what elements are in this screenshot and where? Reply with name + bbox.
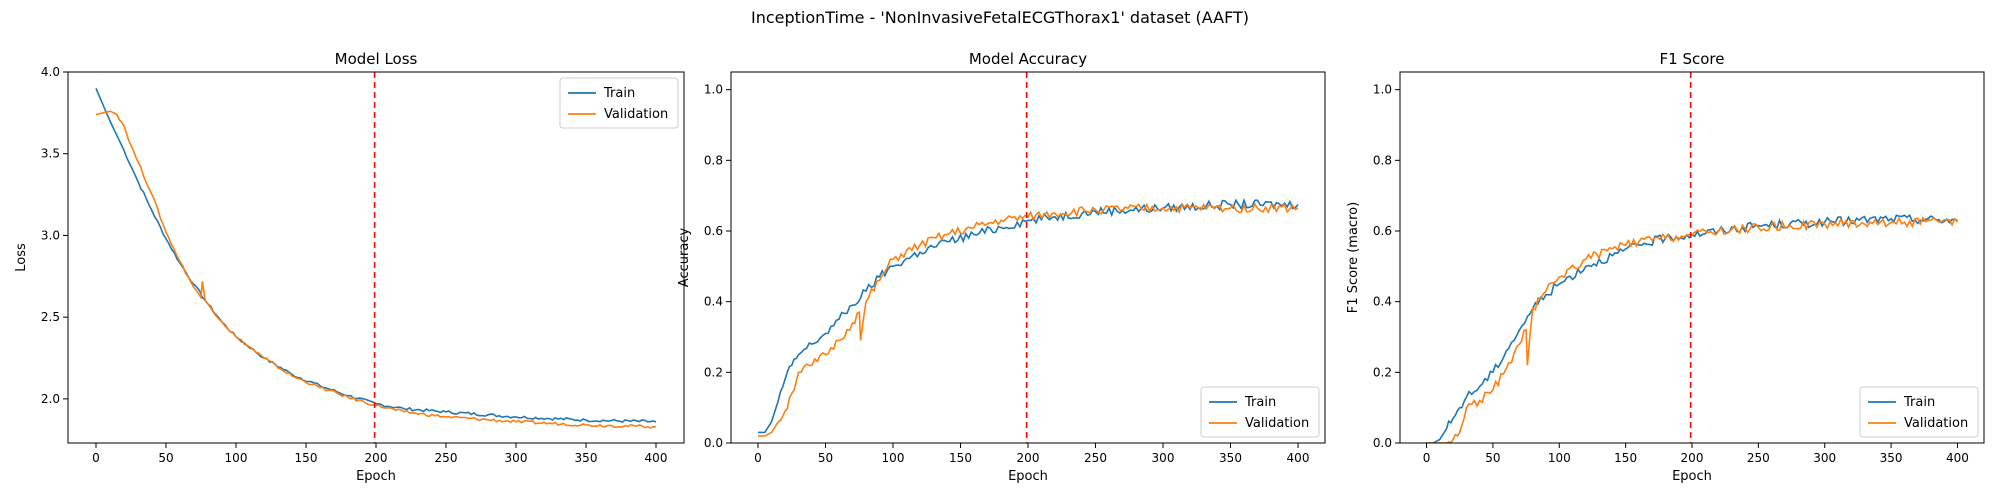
x-tick-label: 150 <box>949 451 972 465</box>
x-axis-label: Epoch <box>356 469 396 484</box>
x-tick-label: 0 <box>754 451 762 465</box>
x-tick-label: 350 <box>1219 451 1242 465</box>
y-tick-label: 3.5 <box>41 147 60 161</box>
x-tick-label: 200 <box>365 451 388 465</box>
y-tick-label: 1.0 <box>1373 83 1392 97</box>
figure-title: InceptionTime - 'NonInvasiveFetalECGThor… <box>750 8 1250 27</box>
x-tick-label: 250 <box>1084 451 1107 465</box>
legend-label: Train <box>603 86 635 101</box>
y-axis-label: Loss <box>14 243 29 272</box>
axes-frame <box>67 71 685 444</box>
y-tick-label: 0.0 <box>704 436 723 450</box>
series-line-validation <box>758 202 1299 437</box>
legend: Train Validation <box>1200 386 1320 438</box>
series-line-validation <box>95 110 657 429</box>
subplot-2: Model Accuracy 0 50 100 150 200 250 300 350 400 0.… <box>677 50 1326 484</box>
x-tick-label: 150 <box>295 451 318 465</box>
y-axis-label: F1 Score (macro) <box>1346 202 1361 313</box>
y-axis-label: Accuracy <box>677 228 692 288</box>
y-tick-label: 0.6 <box>1373 224 1392 238</box>
x-tick-label: 200 <box>1017 451 1040 465</box>
plot-area <box>758 197 1299 437</box>
x-tick-label: 0 <box>92 451 100 465</box>
y-tick-label: 0.4 <box>1373 295 1392 309</box>
plot-area <box>1426 213 1959 443</box>
y-tick-label: 3.0 <box>41 228 60 242</box>
x-tick-label: 50 <box>818 451 833 465</box>
y-tick-label: 1.0 <box>704 83 723 97</box>
x-tick-label: 50 <box>1485 451 1500 465</box>
series-line-train <box>95 87 657 424</box>
subplot-title: F1 Score <box>1660 50 1725 68</box>
y-tick-label: 0.8 <box>1373 153 1392 167</box>
y-tick-label: 0.2 <box>1373 365 1392 379</box>
x-tick-label: 300 <box>1152 451 1175 465</box>
series-line-train <box>1426 213 1958 443</box>
legend: Train Validation <box>1859 386 1979 438</box>
x-tick-label: 100 <box>225 451 248 465</box>
x-tick-label: 400 <box>1287 451 1310 465</box>
axes-frame <box>1399 71 1985 444</box>
x-tick-label: 250 <box>435 451 458 465</box>
x-tick-label: 100 <box>882 451 905 465</box>
axes-frame <box>730 71 1326 444</box>
legend-label: Train <box>1903 395 1935 410</box>
x-tick-label: 200 <box>1681 451 1704 465</box>
x-tick-label: 150 <box>1614 451 1637 465</box>
x-tick-label: 350 <box>1880 451 1903 465</box>
plot-area <box>95 87 657 429</box>
x-tick-label: 250 <box>1747 451 1770 465</box>
subplot-title: Model Accuracy <box>969 50 1087 68</box>
legend-label: Validation <box>1245 416 1309 431</box>
series-line-train <box>758 197 1299 434</box>
y-tick-label: 0.2 <box>704 365 723 379</box>
legend-label: Validation <box>604 107 668 122</box>
legend-label: Validation <box>1904 416 1968 431</box>
legend-box <box>1859 386 1979 438</box>
x-tick-label: 400 <box>645 451 668 465</box>
y-tick-label: 4.0 <box>41 65 60 79</box>
legend-box <box>559 77 679 129</box>
subplot-3: F1 Score 0 50 100 150 200 250 300 350 400 0.0 0.2 0.… <box>1346 50 1985 484</box>
y-tick-label: 0.0 <box>1373 436 1392 450</box>
x-tick-label: 400 <box>1946 451 1969 465</box>
x-axis-label: Epoch <box>1008 469 1048 484</box>
x-tick-label: 300 <box>505 451 528 465</box>
x-tick-label: 350 <box>575 451 598 465</box>
series-line-validation <box>1426 216 1959 443</box>
x-tick-label: 0 <box>1423 451 1431 465</box>
legend-label: Train <box>1244 395 1276 410</box>
subplot-1: Model Loss 0 50 100 150 200 250 300 350 400 2.0 2.5… <box>14 50 685 484</box>
y-tick-label: 0.8 <box>704 153 723 167</box>
x-tick-label: 300 <box>1813 451 1836 465</box>
x-axis-label: Epoch <box>1672 469 1712 484</box>
legend-box <box>1200 386 1320 438</box>
y-tick-label: 2.0 <box>41 392 60 406</box>
legend: Train Validation <box>559 77 679 129</box>
x-tick-label: 100 <box>1548 451 1571 465</box>
subplot-title: Model Loss <box>335 50 418 68</box>
y-tick-label: 0.4 <box>704 295 723 309</box>
y-tick-label: 2.5 <box>41 310 60 324</box>
x-tick-label: 50 <box>158 451 173 465</box>
y-tick-label: 0.6 <box>704 224 723 238</box>
